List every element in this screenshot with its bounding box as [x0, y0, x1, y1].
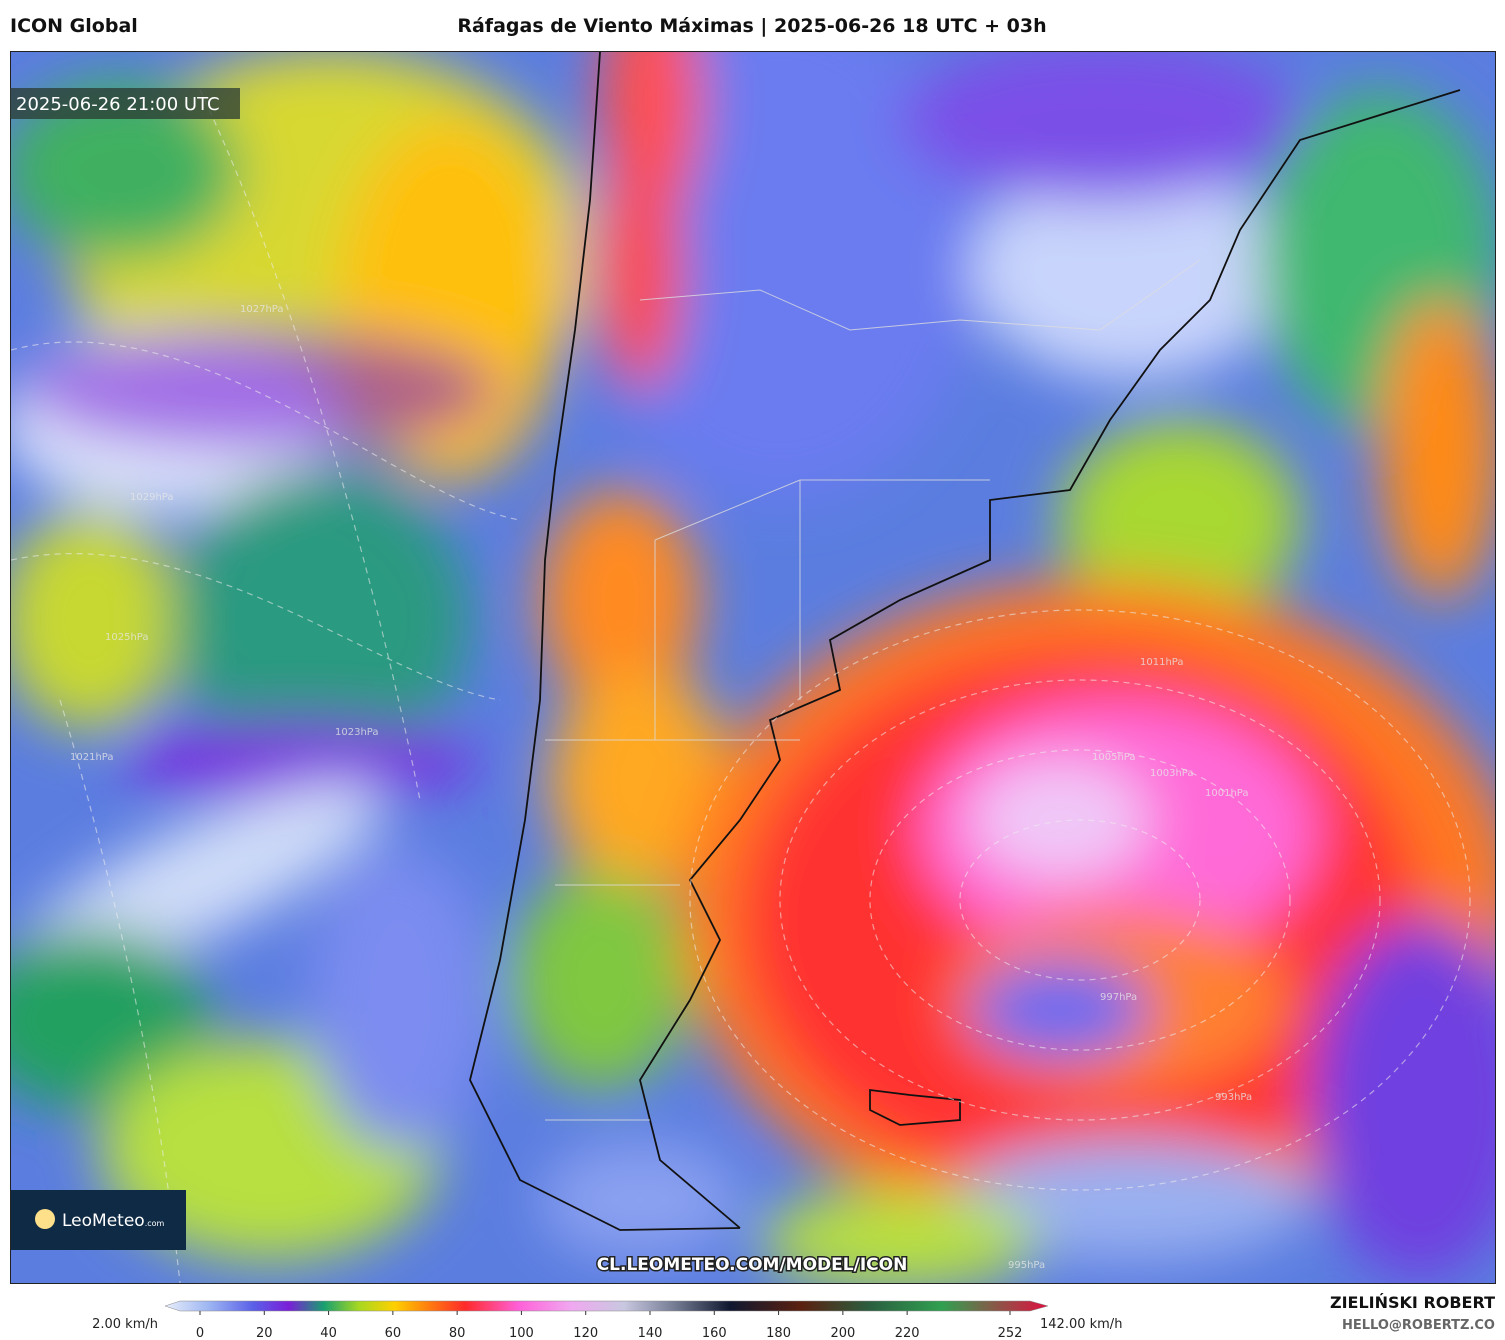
valid-time-box [10, 88, 240, 119]
watermark: CL.LEOMETEO.COM/MODEL/ICON [597, 1255, 908, 1275]
colorbar-tick-label: 200 [830, 1326, 855, 1340]
colorbar-tick-label: 180 [766, 1326, 791, 1340]
isobar-label: 1021hPa [70, 752, 114, 763]
coastlines [469, 52, 1461, 1231]
colorbar-min-label: 2.00 km/h [92, 1317, 158, 1332]
logo-suffix: .com [145, 1219, 165, 1228]
isobar-label: 1003hPa [1150, 768, 1194, 779]
colorbar-tick-label: 220 [895, 1326, 920, 1340]
colorbar-tick-label: 40 [320, 1326, 337, 1340]
logo-light: Leo [62, 1211, 92, 1231]
logo-sun [35, 1209, 55, 1229]
isobar-label: 1029hPa [130, 492, 174, 503]
email: HELLO@ROBERTZ.CO [1342, 1318, 1495, 1333]
colorbar-tick-label: 0 [196, 1326, 204, 1340]
colorbar-tick-label: 252 [998, 1326, 1023, 1340]
logo-text: LeoMeteo.com [62, 1211, 165, 1231]
logo-bold: Meteo [92, 1211, 145, 1231]
colorbar-tick-label: 60 [385, 1326, 402, 1340]
map-frame [10, 51, 1496, 1284]
colorbar-tick-label: 20 [256, 1326, 273, 1340]
map-title: Ráfagas de Viento Máximas | 2025-06-26 1… [457, 15, 1046, 37]
colorbar-ticks: 0 20 40 60 80 100 120 140 160 180 200 220 252 [196, 1311, 1023, 1340]
author: ZIELIŃSKI ROBERT [1330, 1293, 1495, 1312]
colorbar-tick-label: 120 [573, 1326, 598, 1340]
isobar-label: 1025hPa [105, 632, 149, 643]
isobar-label: 993hPa [1215, 1092, 1252, 1103]
colorbar [164, 1300, 1049, 1312]
isobar-label: 1005hPa [1092, 752, 1136, 763]
colorbar-tick-label: 140 [638, 1326, 663, 1340]
model-name: ICON Global [10, 15, 138, 37]
isobar-label: 1027hPa [240, 304, 284, 315]
isobar-label: 995hPa [1008, 1260, 1045, 1271]
colorbar-tick-label: 100 [509, 1326, 534, 1340]
isobar-labels: 1027hPa 1029hPa 1025hPa 1023hPa 1021hPa 1011h… [70, 304, 1252, 1271]
borders [545, 259, 1201, 1121]
valid-time: 2025-06-26 21:00 UTC [16, 94, 220, 115]
colorbar-tick-label: 80 [449, 1326, 466, 1340]
wind-field: 1027hPa 1029hPa 1025hPa 1023hPa 1021hPa 1011h… [11, 52, 1495, 1283]
isobar-label: 997hPa [1100, 992, 1137, 1003]
isobar-label: 1011hPa [1140, 657, 1184, 668]
colorbar-tick-label: 160 [702, 1326, 727, 1340]
isobar-label: 1001hPa [1205, 788, 1249, 799]
colorbar-max-label: 142.00 km/h [1040, 1317, 1122, 1332]
isobar-label: 1023hPa [335, 727, 379, 738]
